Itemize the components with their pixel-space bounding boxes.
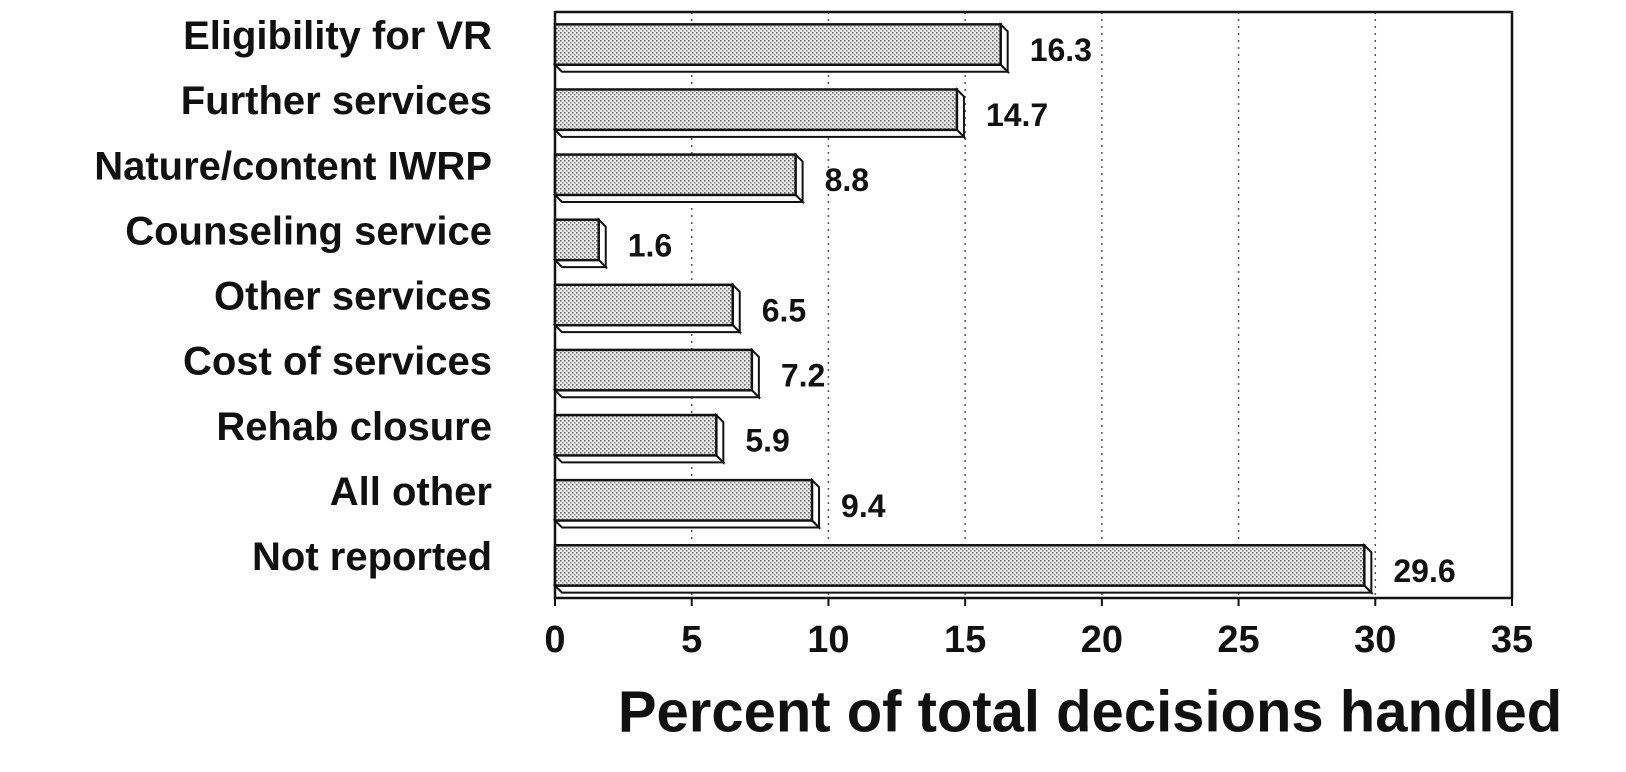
bar xyxy=(553,478,814,522)
y-tick-label: Not reported xyxy=(252,535,492,579)
y-tick-label: Eligibility for VR xyxy=(183,14,492,58)
bar xyxy=(553,413,718,457)
bar xyxy=(553,23,1002,66)
x-tick-label: 25 xyxy=(1217,619,1259,661)
x-tick-label: 5 xyxy=(681,619,702,661)
bar xyxy=(553,348,754,392)
y-tick-label: All other xyxy=(330,470,492,514)
bar xyxy=(553,283,734,327)
value-label: 6.5 xyxy=(762,292,806,328)
x-tick-label: 20 xyxy=(1081,619,1123,661)
x-tick-label: 0 xyxy=(544,619,565,661)
y-tick-label: Rehab closure xyxy=(216,405,492,449)
value-label: 8.8 xyxy=(825,162,869,198)
y-tick-label: Cost of services xyxy=(183,340,492,384)
x-tick-label: 35 xyxy=(1491,619,1533,661)
y-tick-label: Counseling service xyxy=(125,209,492,253)
y-tick-label: Other services xyxy=(214,275,492,319)
bar xyxy=(553,88,959,132)
y-tick-label: Further services xyxy=(181,79,492,123)
value-label: 9.4 xyxy=(841,488,886,524)
x-tick-label: 15 xyxy=(944,619,986,661)
value-label: 16.3 xyxy=(1030,32,1092,68)
value-label: 29.6 xyxy=(1393,553,1455,589)
x-tick-label: 30 xyxy=(1354,619,1396,661)
x-tick-label: 10 xyxy=(807,619,849,661)
y-tick-label: Nature/content IWRP xyxy=(94,144,492,188)
value-label: 7.2 xyxy=(781,358,825,394)
value-label: 14.7 xyxy=(986,97,1048,133)
bar xyxy=(553,218,600,262)
x-axis-title: Percent of total decisions handled xyxy=(618,679,1562,744)
bar xyxy=(553,153,797,197)
value-label: 1.6 xyxy=(628,227,672,263)
bar xyxy=(553,544,1366,587)
value-label: 5.9 xyxy=(745,423,789,459)
